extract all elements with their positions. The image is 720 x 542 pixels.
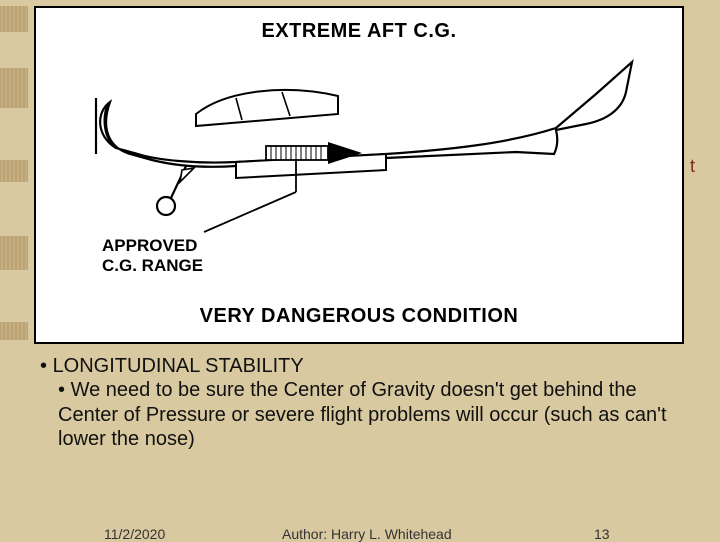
figure-title: EXTREME AFT C.G. [36,20,682,43]
approved-line2: C.G. RANGE [102,256,203,275]
grain-strip [0,236,28,270]
figure-frame: EXTREME AFT C.G. [34,6,684,344]
bullet-sub: • We need to be sure the Center of Gravi… [58,378,680,451]
bullet-sub-text: We need to be sure the Center of Gravity… [58,379,667,450]
grain-strip [0,68,28,108]
bullet-main: • LONGITUDINAL STABILITY [40,354,680,378]
stray-character: t [690,156,695,177]
aircraft-diagram [86,54,636,234]
grain-strip [0,6,28,32]
approved-line1: APPROVED [102,236,197,255]
bullet-main-text: LONGITUDINAL STABILITY [53,355,304,377]
approved-cg-range-label: APPROVED C.G. RANGE [102,236,203,275]
figure-bottom-caption: VERY DANGEROUS CONDITION [36,305,682,328]
grain-strip [0,160,28,182]
bullet-block: • LONGITUDINAL STABILITY • We need to be… [40,354,680,452]
grain-strip [0,322,28,340]
